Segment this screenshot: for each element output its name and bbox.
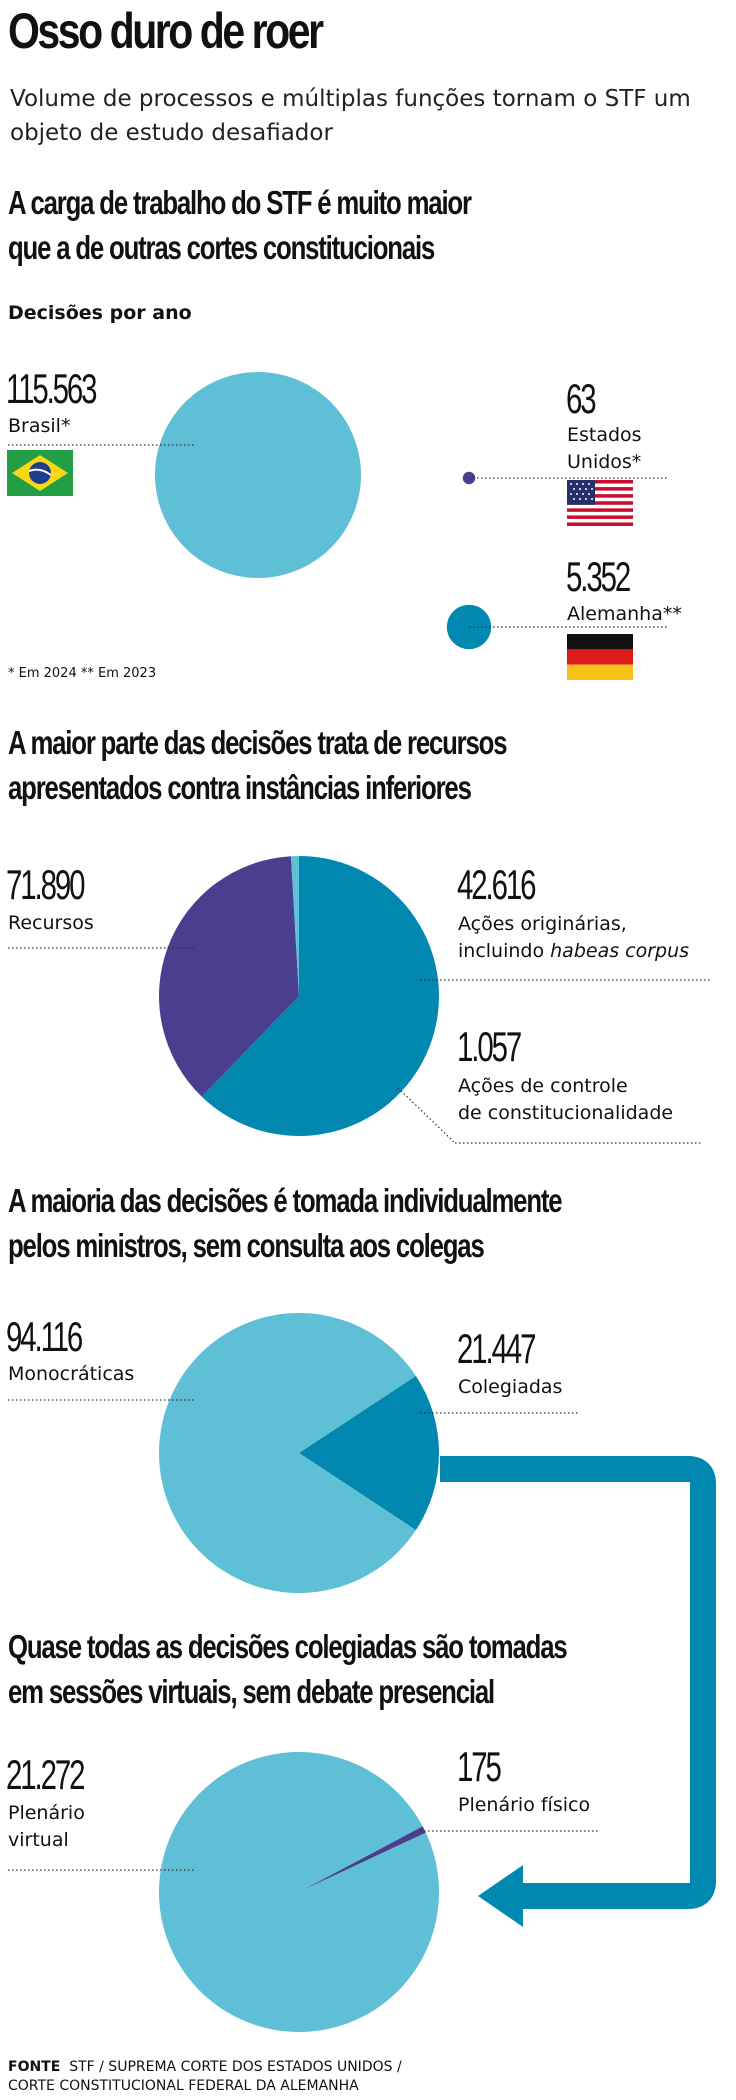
virtual-label-line2: virtual <box>8 1829 69 1851</box>
section-1-heading: A carga de trabalho do STF é muito maior… <box>8 180 601 270</box>
colegiadas-slice <box>299 1375 439 1531</box>
brazil-flag <box>7 450 73 496</box>
connector-arrow-line <box>440 1456 716 1909</box>
controle-leader-line-diagonal <box>397 1087 456 1144</box>
section-2-heading-line2: apresentados contra instâncias inferiore… <box>8 769 472 806</box>
originarias-label: Ações originárias, incluindo habeas corp… <box>458 911 689 965</box>
virtual-label: Plenário virtual <box>8 1800 85 1854</box>
eua-value: 63 <box>566 375 597 422</box>
germany-flag <box>567 634 633 680</box>
connector-arrow-head <box>478 1865 523 1927</box>
brasil-label: Brasil* <box>8 415 71 437</box>
virtual-value: 21.272 <box>6 1751 85 1798</box>
originarias-label-italic: habeas corpus <box>550 940 690 962</box>
section-2-heading-line1: A maior parte das decisões trata de recu… <box>8 724 508 761</box>
recursos-label: Recursos <box>8 912 94 934</box>
originarias-slice <box>201 856 440 1136</box>
recursos-value: 71.890 <box>6 861 85 908</box>
page-subtitle: Volume de processos e múltiplas funções … <box>10 86 691 146</box>
virtual-label-line1: Plenário <box>8 1802 85 1824</box>
controle-label-line1: Ações de controle <box>458 1075 628 1097</box>
page-title: Osso duro de roer <box>8 3 324 59</box>
source-note: FONTE STF / SUPREMA CORTE DOS ESTADOS UN… <box>8 2058 402 2096</box>
originarias-value: 42.616 <box>457 861 536 908</box>
controle-value: 1.057 <box>457 1023 522 1070</box>
section-4-heading-line2: em sessões virtuais, sem debate presenci… <box>8 1673 495 1710</box>
coleg-label: Colegiadas <box>458 1376 563 1398</box>
section-1-subheading: Decisões por ano <box>8 302 192 324</box>
coleg-value: 21.447 <box>457 1325 536 1372</box>
originarias-label-prefix: incluindo <box>458 940 551 962</box>
fisico-slice <box>299 1826 426 1892</box>
controle-label: Ações de controle de constitucionalidade <box>458 1073 673 1127</box>
controle-label-line2: de constitucionalidade <box>458 1102 674 1124</box>
section-1-heading-line1: A carga de trabalho do STF é muito maior <box>8 184 472 221</box>
brasil-bubble <box>155 372 361 578</box>
monocraticas-slice <box>158 1313 416 1594</box>
virtual-slice <box>158 1751 439 2032</box>
usa-flag <box>567 480 633 526</box>
section-4-heading-line1: Quase todas as decisões colegiadas são t… <box>8 1628 568 1665</box>
section-1-heading-line2: que a de outras cortes constitucionais <box>8 229 435 266</box>
fisico-value: 175 <box>457 1743 502 1790</box>
mono-value: 94.116 <box>6 1313 83 1360</box>
source-label: FONTE <box>8 2059 61 2075</box>
section-2-heading: A maior parte das decisões trata de recu… <box>8 720 647 810</box>
alemanha-value: 5.352 <box>566 553 631 600</box>
source-line2: CORTE CONSTITUCIONAL FEDERAL DA ALEMANHA <box>8 2078 359 2094</box>
section-3-heading-line2: pelos ministros, sem consulta aos colega… <box>8 1227 485 1264</box>
mono-label: Monocráticas <box>8 1363 135 1385</box>
section-3-heading-line1: A maioria das decisões é tomada individu… <box>8 1182 563 1219</box>
section-4-heading: Quase todas as decisões colegiadas são t… <box>8 1624 724 1714</box>
originarias-label-line1: Ações originárias, <box>458 913 627 935</box>
originarias-label-line2: incluindo habeas corpus <box>458 938 689 965</box>
section-3-heading: A maioria das decisões é tomada individu… <box>8 1178 718 1268</box>
section-1-footnote: * Em 2024 ** Em 2023 <box>8 666 157 681</box>
eua-label: Estados Unidos* <box>567 422 642 476</box>
source-line1: STF / SUPREMA CORTE DOS ESTADOS UNIDOS / <box>69 2059 402 2075</box>
brasil-value: 115.563 <box>6 365 97 412</box>
eua-label-line1: Estados <box>567 424 642 446</box>
alemanha-label: Alemanha** <box>567 603 682 625</box>
fisico-label: Plenário físico <box>458 1794 591 1816</box>
eua-label-line2: Unidos* <box>567 451 642 473</box>
recursos-slice <box>290 856 299 996</box>
controle-slice <box>159 856 299 1097</box>
